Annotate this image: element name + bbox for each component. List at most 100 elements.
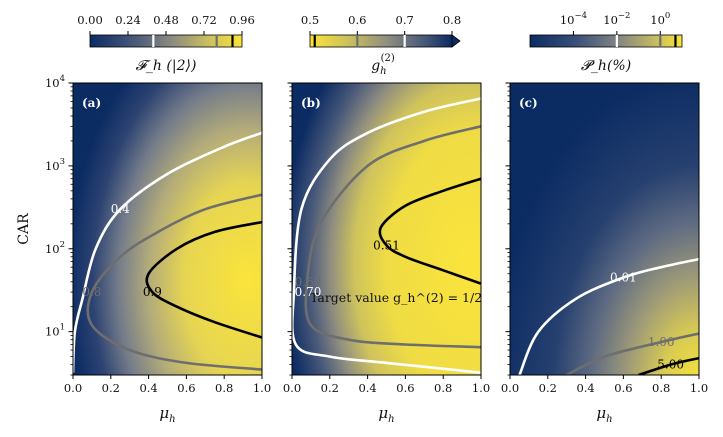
y-tick-label: 101 xyxy=(45,323,65,339)
contour-line-0.51 xyxy=(378,177,481,285)
colorbar-c-bar xyxy=(529,34,683,48)
colorbar-tick-exponent: 0 xyxy=(665,11,670,21)
x-tick-label: 0.4 xyxy=(139,381,157,395)
contour-label-0.01: 0.01 xyxy=(610,271,637,285)
y-axis-label: CAR xyxy=(16,213,32,245)
colorbar-b-label: gh (2) xyxy=(371,53,395,77)
colorbar-tick-exponent: −2 xyxy=(618,11,631,21)
x-tick-label: 1.0 xyxy=(472,381,490,395)
contour-line-0.01 xyxy=(518,257,699,375)
colorbar-a: 0.00 0.24 0.48 0.72 0.96 𝓕_h (|2⟩) xyxy=(77,13,255,74)
colorbar-b-label-sub: h xyxy=(380,66,386,77)
x-axis-label-mu: μ xyxy=(378,404,388,422)
panel-a-label: (a) xyxy=(82,96,101,110)
contour-label-0.70: 0.70 xyxy=(295,285,322,299)
panel-c-frame xyxy=(509,82,700,376)
colorbar-b: 0.5 0.6 0.7 0.8 gh (2) xyxy=(301,13,461,77)
contour-line-5.00 xyxy=(638,356,699,375)
y-tick-exponent: 3 xyxy=(60,157,65,167)
colorbar-tick-label: 10−2 xyxy=(603,11,630,27)
x-axis-label: μh xyxy=(596,404,612,425)
colorbar-tick-exponent: −4 xyxy=(574,11,587,21)
panel-b-heatmap xyxy=(292,83,481,375)
colorbar-c-label: 𝓟_h(%) xyxy=(581,58,631,74)
x-tick-label: 1.0 xyxy=(690,381,708,395)
colorbar-b-ticks: 0.5 0.6 0.7 0.8 xyxy=(301,13,461,35)
x-axis-label: μh xyxy=(159,404,175,425)
colorbar-c-ticks: 10−4 10−2 100 xyxy=(560,11,670,35)
contour-label-5.00: 5.00 xyxy=(657,358,684,372)
panel-b-frame xyxy=(291,82,482,376)
contour-line-1.00 xyxy=(566,332,699,375)
y-tick-label: 104 xyxy=(45,74,65,90)
x-tick-label: 0.4 xyxy=(576,381,594,395)
y-tick-base: 10 xyxy=(45,325,60,339)
y-tick-exponent: 4 xyxy=(60,74,65,84)
colorbar-tick-label: 100 xyxy=(650,11,670,27)
contour-line-0.70 xyxy=(292,97,481,374)
colorbar-a-lines xyxy=(152,35,234,47)
colorbar-tick-label: 0.5 xyxy=(301,13,319,27)
contour-label-0.9: 0.9 xyxy=(143,285,162,299)
y-tick-base: 10 xyxy=(45,242,60,256)
y-tick-label: 102 xyxy=(45,240,65,256)
panel-c-contours xyxy=(518,257,699,375)
colorbar-tick-base: 10 xyxy=(603,13,618,27)
y-tick-base: 10 xyxy=(45,159,60,173)
colorbar-b-label-g: g xyxy=(371,58,380,74)
colorbar-tick-label: 0.00 xyxy=(77,13,103,27)
colorbar-tick-label: 0.6 xyxy=(348,13,366,27)
panel-a-contours xyxy=(73,131,262,373)
x-axis-label-mu: μ xyxy=(159,404,169,422)
x-axis-label-mu: μ xyxy=(596,404,606,422)
contour-label-1.00: 1.00 xyxy=(648,335,675,349)
colorbar-tick-label: 0.7 xyxy=(396,13,414,27)
contour-label-0.8: 0.8 xyxy=(82,285,101,299)
colorbar-tick-label: 0.48 xyxy=(153,13,179,27)
panel-c: (c) xyxy=(509,82,700,376)
x-tick-label: 0.6 xyxy=(614,381,632,395)
x-axis-label: μh xyxy=(378,404,394,425)
contour-label-0.60: 0.60 xyxy=(295,275,322,289)
colorbar-a-bar xyxy=(89,34,243,48)
panel-a-frame xyxy=(72,82,263,376)
x-tick-label: 0.6 xyxy=(396,381,414,395)
panel-c-label: (c) xyxy=(519,96,538,110)
contour-label-0.51: 0.51 xyxy=(373,238,400,252)
colorbar-b-extend-arrow xyxy=(451,34,461,48)
colorbar-tick-base: 10 xyxy=(560,13,575,27)
x-axis-label-sub: h xyxy=(606,414,612,425)
y-tick-label: 103 xyxy=(45,157,65,173)
colorbar-tick-label: 0.24 xyxy=(115,13,141,27)
x-tick-label: 0.0 xyxy=(283,381,301,395)
colorbar-c-lines xyxy=(615,35,677,47)
colorbar-tick-label: 0.8 xyxy=(443,13,461,27)
x-tick-label: 0.0 xyxy=(501,381,519,395)
colorbar-b-bar xyxy=(309,34,453,48)
contour-label-0.4: 0.4 xyxy=(111,202,130,216)
colorbar-b-label-sup: (2) xyxy=(381,53,395,64)
panel-a-heatmap xyxy=(73,83,262,375)
x-tick-label: 0.0 xyxy=(64,381,82,395)
y-tick-exponent: 2 xyxy=(60,240,65,250)
x-tick-label: 0.8 xyxy=(434,381,452,395)
panel-b: (b) Target value g_h^(2) = 1/2 xyxy=(291,82,482,376)
contour-line-0.9 xyxy=(145,220,262,339)
y-tick-exponent: 1 xyxy=(60,323,65,333)
colorbar-tick-label: 0.96 xyxy=(229,13,255,27)
contour-line-0.8 xyxy=(86,193,262,371)
x-axis-label-sub: h xyxy=(388,414,394,425)
colorbar-c: 10−4 10−2 100 𝓟_h(%) xyxy=(529,11,683,74)
colorbar-tick-label: 10−4 xyxy=(560,11,587,27)
panel-b-contours xyxy=(292,97,481,374)
contour-line-0.60 xyxy=(304,125,481,349)
colorbar-a-label: 𝓕_h (|2⟩) xyxy=(136,58,197,74)
panel-b-annotation: Target value g_h^(2) = 1/2 xyxy=(310,290,482,305)
colorbar-tick-base: 10 xyxy=(650,13,665,27)
panel-b-label: (b) xyxy=(301,96,321,110)
x-tick-label: 0.4 xyxy=(358,381,376,395)
x-tick-label: 1.0 xyxy=(253,381,271,395)
x-tick-label: 0.2 xyxy=(102,381,120,395)
x-axis-label-sub: h xyxy=(169,414,175,425)
